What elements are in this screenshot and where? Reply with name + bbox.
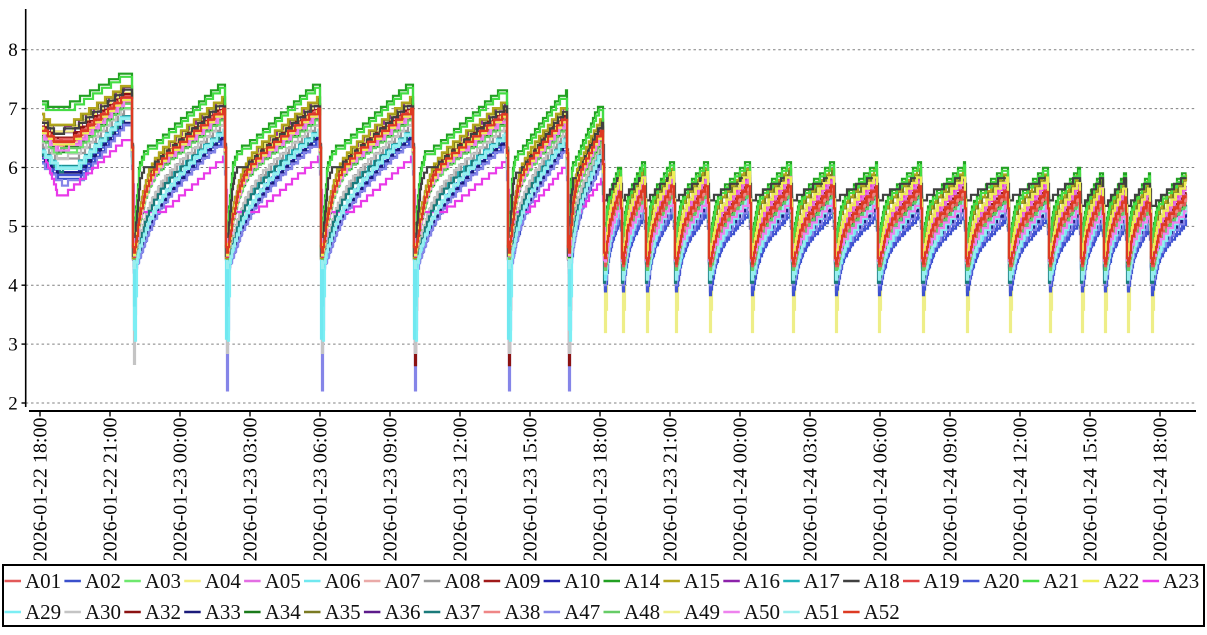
svg-text:A14: A14 [624, 569, 661, 593]
svg-text:2026-01-24 00:00: 2026-01-24 00:00 [730, 418, 752, 562]
svg-text:A37: A37 [444, 600, 480, 624]
svg-text:2026-01-23 15:00: 2026-01-23 15:00 [520, 418, 542, 562]
svg-text:A05: A05 [265, 569, 301, 593]
svg-text:5: 5 [8, 217, 18, 238]
svg-text:2026-01-24 15:00: 2026-01-24 15:00 [1080, 418, 1102, 562]
svg-text:A38: A38 [504, 600, 540, 624]
svg-text:A20: A20 [983, 569, 1019, 593]
svg-text:2026-01-23 06:00: 2026-01-23 06:00 [310, 418, 332, 562]
svg-text:A35: A35 [325, 600, 361, 624]
svg-text:2026-01-24 12:00: 2026-01-24 12:00 [1010, 418, 1032, 562]
svg-text:7: 7 [8, 99, 18, 120]
svg-text:A03: A03 [145, 569, 181, 593]
svg-text:A23: A23 [1163, 569, 1199, 593]
svg-text:A47: A47 [564, 600, 600, 624]
svg-text:A16: A16 [744, 569, 780, 593]
svg-text:A48: A48 [624, 600, 660, 624]
svg-text:A21: A21 [1043, 569, 1079, 593]
svg-text:A09: A09 [504, 569, 540, 593]
svg-text:A52: A52 [864, 600, 900, 624]
svg-text:2026-01-23 09:00: 2026-01-23 09:00 [380, 418, 402, 562]
svg-text:A51: A51 [804, 600, 840, 624]
svg-text:8: 8 [8, 40, 18, 61]
svg-text:2026-01-24 09:00: 2026-01-24 09:00 [940, 418, 962, 562]
svg-text:2026-01-24 18:00: 2026-01-24 18:00 [1150, 418, 1172, 562]
svg-text:2026-01-22 18:00: 2026-01-22 18:00 [30, 418, 52, 562]
svg-text:A30: A30 [85, 600, 121, 624]
svg-text:A04: A04 [205, 569, 242, 593]
svg-text:A18: A18 [864, 569, 900, 593]
svg-text:A33: A33 [205, 600, 241, 624]
svg-text:A36: A36 [384, 600, 420, 624]
svg-text:A49: A49 [684, 600, 720, 624]
svg-text:A01: A01 [25, 569, 61, 593]
svg-text:A19: A19 [924, 569, 960, 593]
svg-text:A17: A17 [804, 569, 840, 593]
svg-text:2026-01-23 21:00: 2026-01-23 21:00 [660, 418, 682, 562]
svg-text:A22: A22 [1103, 569, 1139, 593]
svg-text:A34: A34 [265, 600, 302, 624]
svg-text:4: 4 [8, 276, 18, 297]
svg-text:A08: A08 [444, 569, 480, 593]
svg-text:A02: A02 [85, 569, 121, 593]
svg-text:2026-01-24 06:00: 2026-01-24 06:00 [870, 418, 892, 562]
svg-text:2026-01-23 12:00: 2026-01-23 12:00 [450, 418, 472, 562]
svg-text:2026-01-23 03:00: 2026-01-23 03:00 [240, 418, 262, 562]
svg-text:2026-01-24 03:00: 2026-01-24 03:00 [800, 418, 822, 562]
svg-text:A06: A06 [325, 569, 361, 593]
svg-text:A07: A07 [384, 569, 420, 593]
svg-text:2026-01-23 18:00: 2026-01-23 18:00 [590, 418, 612, 562]
svg-text:A15: A15 [684, 569, 720, 593]
svg-text:2026-01-22 21:00: 2026-01-22 21:00 [100, 418, 122, 562]
svg-text:A32: A32 [145, 600, 181, 624]
svg-text:2: 2 [8, 393, 18, 414]
svg-text:3: 3 [8, 334, 18, 355]
svg-text:2026-01-23 00:00: 2026-01-23 00:00 [170, 418, 192, 562]
svg-text:A29: A29 [25, 600, 61, 624]
svg-text:A10: A10 [564, 569, 600, 593]
svg-text:6: 6 [8, 158, 18, 179]
svg-text:A50: A50 [744, 600, 780, 624]
